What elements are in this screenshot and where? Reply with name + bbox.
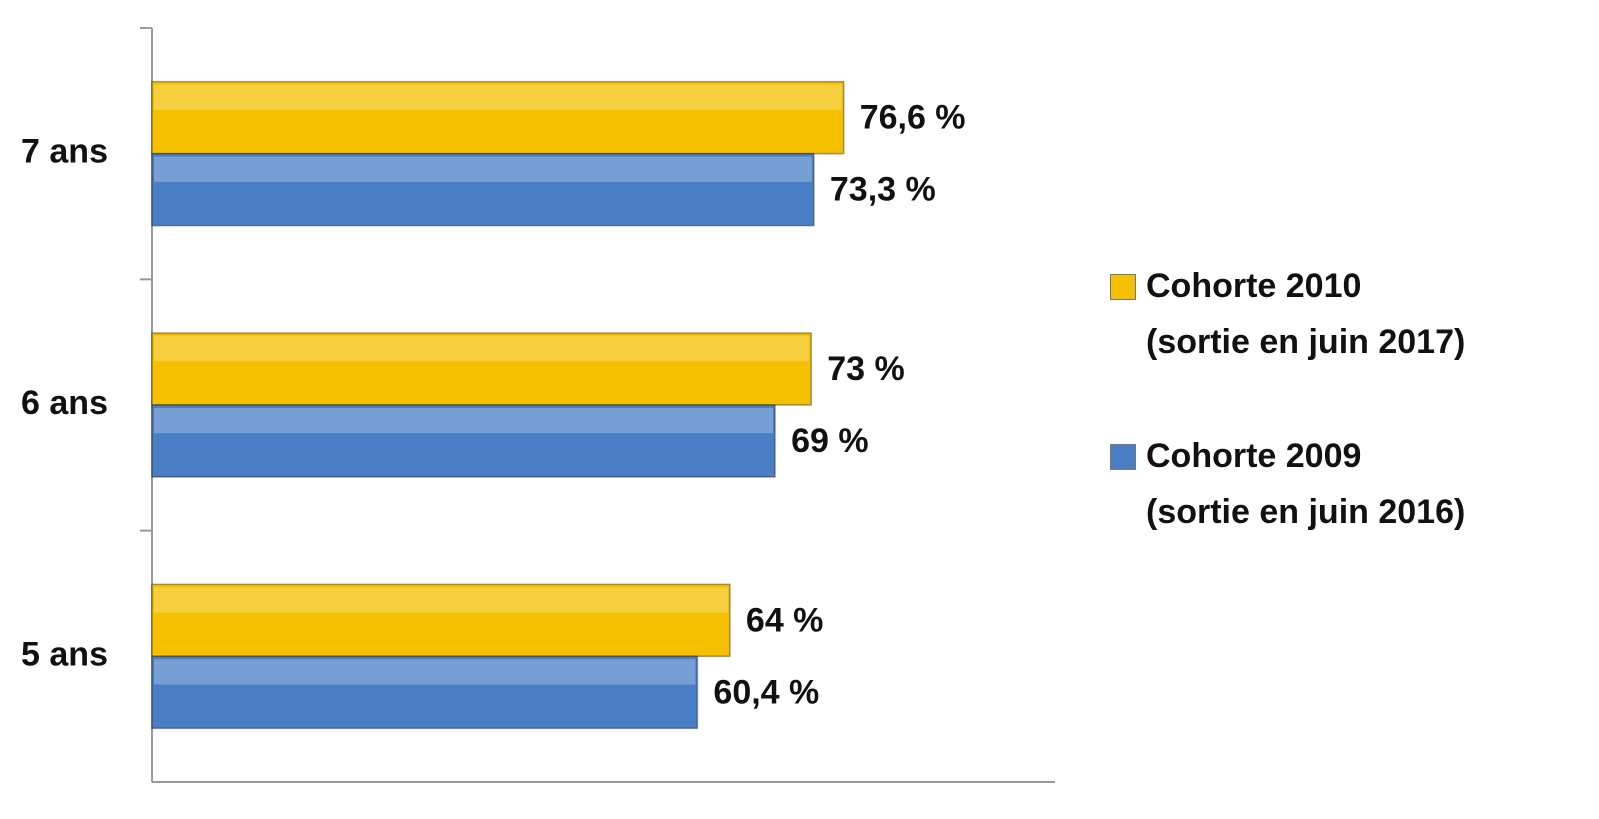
bar <box>151 152 815 227</box>
bar <box>151 404 776 478</box>
bar-highlight <box>154 659 696 685</box>
legend-swatch <box>1110 274 1136 300</box>
legend-label: Cohorte 2010 (sortie en juin 2017) <box>1146 267 1466 361</box>
bar <box>151 655 699 730</box>
legend-label: Cohorte 2009 (sortie en juin 2016) <box>1146 437 1466 531</box>
legend-item: Cohorte 2010 (sortie en juin 2017) <box>1110 258 1465 370</box>
bar <box>151 332 812 406</box>
data-label: 69 % <box>791 422 869 460</box>
y-tick-label: 7 ans <box>21 133 108 171</box>
y-tick-label: 5 ans <box>21 635 108 673</box>
bar <box>151 583 731 658</box>
data-label: 64 % <box>746 601 824 639</box>
legend-swatch <box>1110 444 1136 470</box>
data-label: 60,4 % <box>713 673 819 711</box>
bar <box>151 80 845 155</box>
bar-highlight <box>154 156 812 182</box>
data-label: 73,3 % <box>830 171 936 209</box>
bar-highlight <box>154 587 728 613</box>
bar-highlight <box>154 336 810 362</box>
data-label: 76,6 % <box>860 99 966 137</box>
data-label: 73 % <box>827 350 905 388</box>
legend-item: Cohorte 2009 (sortie en juin 2016) <box>1110 428 1465 540</box>
y-tick-label: 6 ans <box>21 384 108 422</box>
bar-highlight <box>154 408 774 434</box>
bar-highlight <box>154 84 842 110</box>
